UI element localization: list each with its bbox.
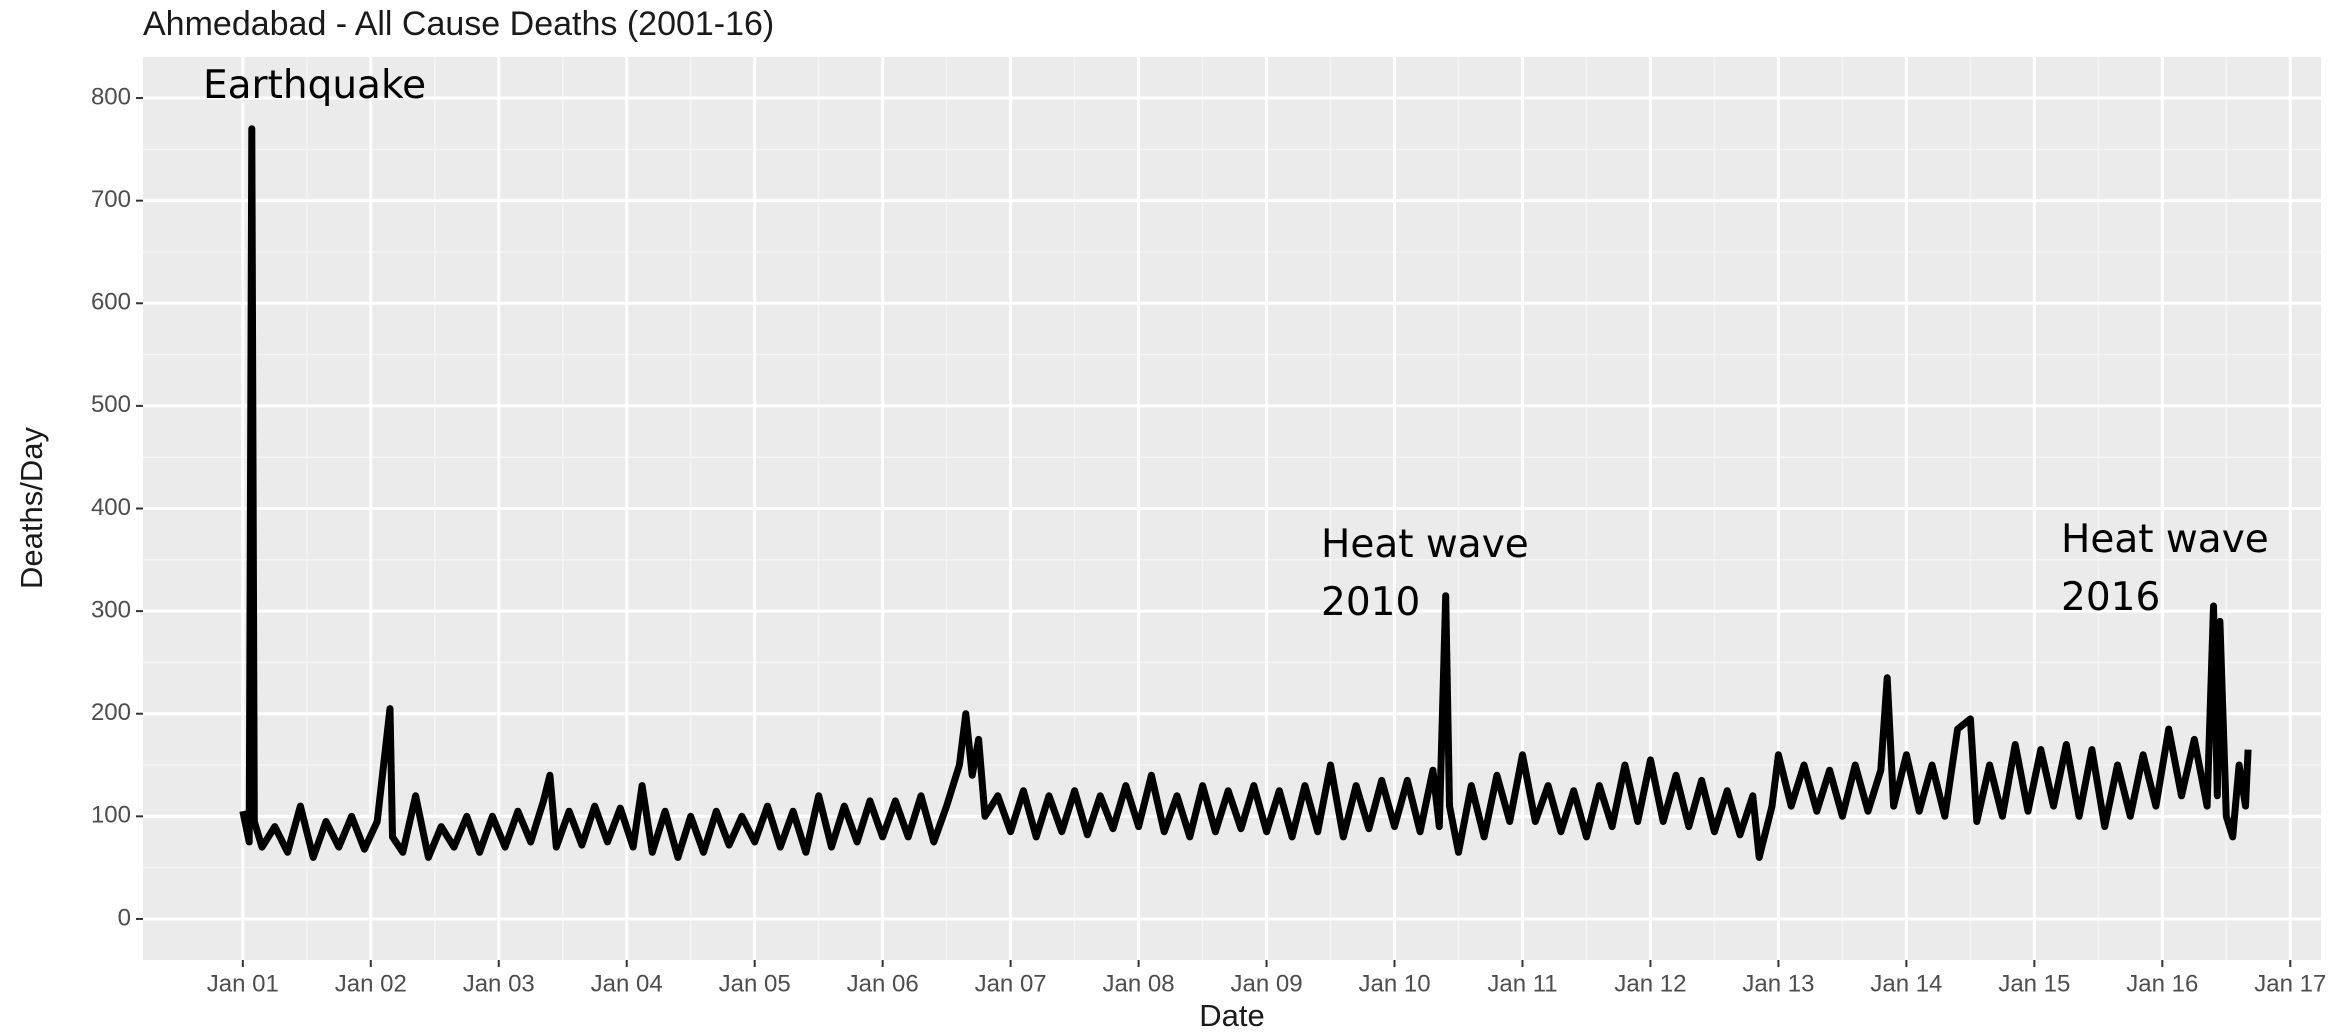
chart-title: Ahmedabad - All Cause Deaths (2001-16) [143, 5, 774, 43]
x-tick-label: Jan 12 [1614, 970, 1686, 997]
x-tick-label: Jan 06 [847, 970, 919, 997]
annotation: Earthquake [203, 63, 426, 108]
y-tick-label: 200 [91, 699, 131, 726]
annotation-line: 2010 [1321, 580, 1420, 625]
annotation: Heat wave 2010 [1321, 522, 1529, 625]
annotation-line: Heat wave [2061, 517, 2269, 562]
annotation-line: Heat wave [1321, 522, 1529, 567]
x-tick-label: Jan 15 [1998, 970, 2070, 997]
y-tick-label: 400 [91, 494, 131, 521]
x-tick-label: Jan 02 [335, 970, 407, 997]
x-tick-label: Jan 14 [1870, 970, 1942, 997]
x-tick-label: Jan 16 [2126, 970, 2198, 997]
y-tick-label: 600 [91, 289, 131, 316]
x-tick-label: Jan 04 [591, 970, 663, 997]
y-tick-label: 300 [91, 596, 131, 623]
x-axis-label: Date [1199, 998, 1264, 1033]
x-tick-label: Jan 10 [1358, 970, 1430, 997]
x-tick-label: Jan 03 [463, 970, 535, 997]
y-axis-label: Deaths/Day [14, 427, 49, 589]
data-line [239, 125, 2252, 861]
y-tick-label: 500 [91, 391, 131, 418]
x-tick-label: Jan 01 [207, 970, 279, 997]
y-tick-label: 100 [91, 802, 131, 829]
annotation: Heat wave 2016 [2061, 517, 2269, 620]
y-tick-label: 800 [91, 83, 131, 110]
y-tick-label: 0 [118, 904, 131, 931]
x-tick-label: Jan 17 [2254, 970, 2326, 997]
y-tick-label: 700 [91, 186, 131, 213]
annotation-line: Earthquake [203, 63, 426, 108]
x-tick-label: Jan 05 [719, 970, 791, 997]
x-tick-label: Jan 13 [1742, 970, 1814, 997]
x-tick-label: Jan 11 [1487, 970, 1557, 997]
x-tick-label: Jan 08 [1103, 970, 1175, 997]
x-tick-label: Jan 09 [1231, 970, 1303, 997]
x-tick-label: Jan 07 [975, 970, 1047, 997]
annotation-line: 2016 [2061, 575, 2160, 620]
